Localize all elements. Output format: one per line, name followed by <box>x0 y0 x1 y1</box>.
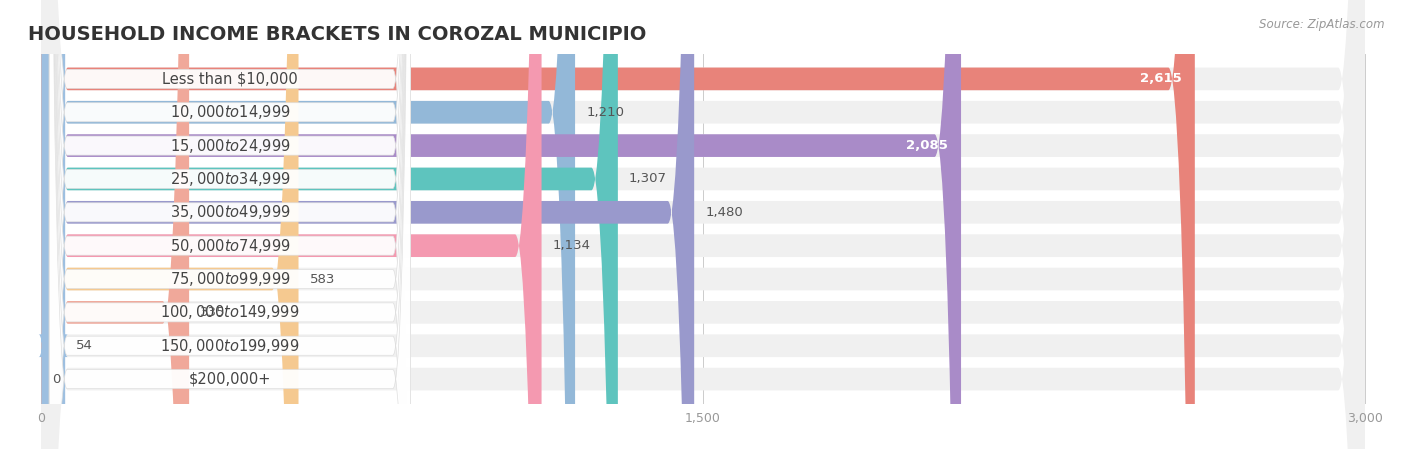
Text: 1,307: 1,307 <box>628 172 666 185</box>
Text: $35,000 to $49,999: $35,000 to $49,999 <box>170 203 290 221</box>
FancyBboxPatch shape <box>49 0 411 449</box>
Text: 0: 0 <box>52 373 60 386</box>
Text: $25,000 to $34,999: $25,000 to $34,999 <box>170 170 290 188</box>
FancyBboxPatch shape <box>41 0 617 449</box>
FancyBboxPatch shape <box>41 0 695 449</box>
FancyBboxPatch shape <box>41 0 1365 449</box>
FancyBboxPatch shape <box>41 0 1365 449</box>
Text: Less than $10,000: Less than $10,000 <box>162 71 298 86</box>
FancyBboxPatch shape <box>49 0 411 449</box>
FancyBboxPatch shape <box>41 0 1365 449</box>
Text: 54: 54 <box>76 339 93 352</box>
FancyBboxPatch shape <box>41 0 1365 449</box>
FancyBboxPatch shape <box>41 0 1365 449</box>
FancyBboxPatch shape <box>49 0 411 449</box>
FancyBboxPatch shape <box>49 0 411 449</box>
FancyBboxPatch shape <box>49 0 411 449</box>
FancyBboxPatch shape <box>41 0 962 449</box>
Text: 1,480: 1,480 <box>706 206 742 219</box>
FancyBboxPatch shape <box>41 0 541 449</box>
Text: 1,210: 1,210 <box>586 106 624 119</box>
Text: $150,000 to $199,999: $150,000 to $199,999 <box>160 337 299 355</box>
FancyBboxPatch shape <box>41 0 1195 449</box>
FancyBboxPatch shape <box>49 0 411 449</box>
Text: 2,085: 2,085 <box>905 139 948 152</box>
Text: $50,000 to $74,999: $50,000 to $74,999 <box>170 237 290 255</box>
Text: Source: ZipAtlas.com: Source: ZipAtlas.com <box>1260 18 1385 31</box>
FancyBboxPatch shape <box>41 0 1365 449</box>
FancyBboxPatch shape <box>41 0 575 449</box>
Text: HOUSEHOLD INCOME BRACKETS IN COROZAL MUNICIPIO: HOUSEHOLD INCOME BRACKETS IN COROZAL MUN… <box>28 25 647 44</box>
FancyBboxPatch shape <box>41 0 1365 449</box>
Text: $200,000+: $200,000+ <box>188 372 271 387</box>
Text: $10,000 to $14,999: $10,000 to $14,999 <box>170 103 290 121</box>
FancyBboxPatch shape <box>49 0 411 449</box>
FancyBboxPatch shape <box>41 0 1365 449</box>
Text: 335: 335 <box>200 306 225 319</box>
FancyBboxPatch shape <box>41 0 298 449</box>
FancyBboxPatch shape <box>49 0 411 449</box>
Text: 2,615: 2,615 <box>1140 72 1181 85</box>
FancyBboxPatch shape <box>41 0 1365 449</box>
FancyBboxPatch shape <box>49 0 411 449</box>
FancyBboxPatch shape <box>49 0 411 449</box>
Text: $75,000 to $99,999: $75,000 to $99,999 <box>170 270 290 288</box>
FancyBboxPatch shape <box>41 0 190 449</box>
Text: $100,000 to $149,999: $100,000 to $149,999 <box>160 304 299 321</box>
FancyBboxPatch shape <box>41 0 1365 449</box>
Text: $15,000 to $24,999: $15,000 to $24,999 <box>170 136 290 154</box>
Text: 583: 583 <box>309 273 335 286</box>
Text: 1,134: 1,134 <box>553 239 591 252</box>
FancyBboxPatch shape <box>39 0 67 449</box>
